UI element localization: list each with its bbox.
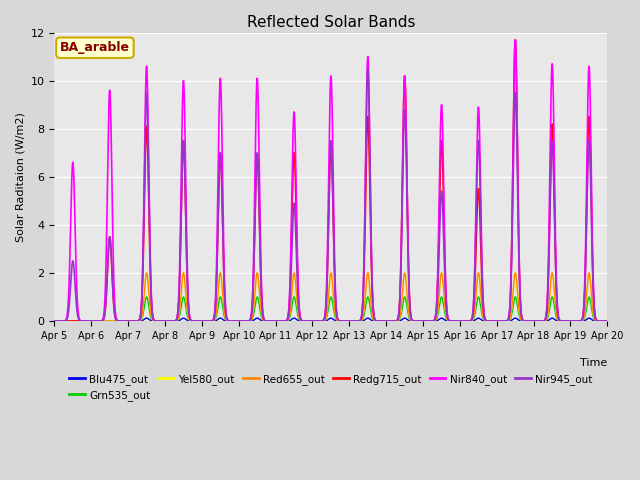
Blu475_out bbox=[395, 318, 403, 324]
Nir840_out bbox=[385, 318, 392, 324]
Grn535_out bbox=[169, 318, 177, 324]
Line: Redg715_out: Redg715_out bbox=[54, 40, 607, 321]
Yel580_out bbox=[169, 318, 177, 324]
Nir840_out bbox=[51, 318, 58, 324]
Line: Nir840_out: Nir840_out bbox=[54, 40, 607, 321]
Line: Grn535_out: Grn535_out bbox=[54, 297, 607, 321]
Red655_out bbox=[169, 318, 177, 324]
Grn535_out bbox=[143, 294, 150, 300]
Grn535_out bbox=[551, 307, 559, 313]
Nir945_out bbox=[551, 236, 559, 241]
Red655_out bbox=[603, 318, 611, 324]
Nir840_out bbox=[169, 318, 177, 324]
Red655_out bbox=[143, 270, 150, 276]
Nir945_out bbox=[169, 318, 177, 324]
Redg715_out bbox=[551, 228, 559, 234]
Nir840_out bbox=[551, 200, 559, 206]
Blu475_out bbox=[604, 318, 611, 324]
Redg715_out bbox=[603, 318, 611, 324]
Redg715_out bbox=[511, 37, 519, 43]
Line: Red655_out: Red655_out bbox=[54, 273, 607, 321]
Grn535_out bbox=[205, 318, 212, 324]
Yel580_out bbox=[385, 318, 393, 324]
Grn535_out bbox=[385, 318, 393, 324]
Blu475_out bbox=[385, 318, 393, 324]
Blu475_out bbox=[603, 318, 611, 324]
Redg715_out bbox=[169, 318, 177, 324]
Nir945_out bbox=[385, 318, 393, 324]
Grn535_out bbox=[51, 318, 58, 324]
Red655_out bbox=[51, 318, 58, 324]
Line: Nir945_out: Nir945_out bbox=[54, 69, 607, 321]
Text: Time: Time bbox=[580, 359, 607, 369]
Nir840_out bbox=[511, 37, 519, 43]
Line: Yel580_out: Yel580_out bbox=[54, 273, 607, 321]
Grn535_out bbox=[604, 318, 611, 324]
Redg715_out bbox=[205, 318, 212, 324]
Nir840_out bbox=[394, 314, 402, 320]
Red655_out bbox=[604, 318, 611, 324]
Blu475_out bbox=[143, 315, 150, 321]
Red655_out bbox=[385, 318, 393, 324]
Blu475_out bbox=[51, 318, 58, 324]
Yel580_out bbox=[603, 318, 611, 324]
Yel580_out bbox=[143, 270, 150, 276]
Nir840_out bbox=[205, 318, 212, 324]
Y-axis label: Solar Raditaion (W/m2): Solar Raditaion (W/m2) bbox=[15, 112, 25, 242]
Redg715_out bbox=[394, 314, 402, 320]
Yel580_out bbox=[551, 296, 559, 302]
Yel580_out bbox=[395, 317, 403, 323]
Nir840_out bbox=[603, 318, 611, 324]
Blu475_out bbox=[169, 318, 177, 324]
Grn535_out bbox=[603, 318, 611, 324]
Yel580_out bbox=[51, 318, 58, 324]
Nir945_out bbox=[603, 318, 611, 324]
Nir945_out bbox=[364, 66, 372, 72]
Yel580_out bbox=[604, 318, 611, 324]
Text: BA_arable: BA_arable bbox=[60, 41, 130, 54]
Red655_out bbox=[395, 317, 403, 323]
Nir840_out bbox=[604, 318, 611, 324]
Red655_out bbox=[205, 318, 212, 324]
Red655_out bbox=[551, 296, 559, 302]
Line: Blu475_out: Blu475_out bbox=[54, 318, 607, 321]
Yel580_out bbox=[205, 318, 212, 324]
Title: Reflected Solar Bands: Reflected Solar Bands bbox=[246, 15, 415, 30]
Redg715_out bbox=[604, 318, 611, 324]
Legend: Blu475_out, Grn535_out, Yel580_out, Red655_out, Redg715_out, Nir840_out, Nir945_: Blu475_out, Grn535_out, Yel580_out, Red6… bbox=[65, 370, 596, 405]
Redg715_out bbox=[51, 318, 58, 324]
Nir945_out bbox=[205, 318, 212, 324]
Blu475_out bbox=[551, 317, 559, 323]
Nir945_out bbox=[51, 318, 58, 324]
Grn535_out bbox=[395, 318, 403, 324]
Nir945_out bbox=[395, 313, 403, 319]
Blu475_out bbox=[205, 318, 212, 324]
Nir945_out bbox=[604, 318, 611, 324]
Redg715_out bbox=[385, 318, 392, 324]
